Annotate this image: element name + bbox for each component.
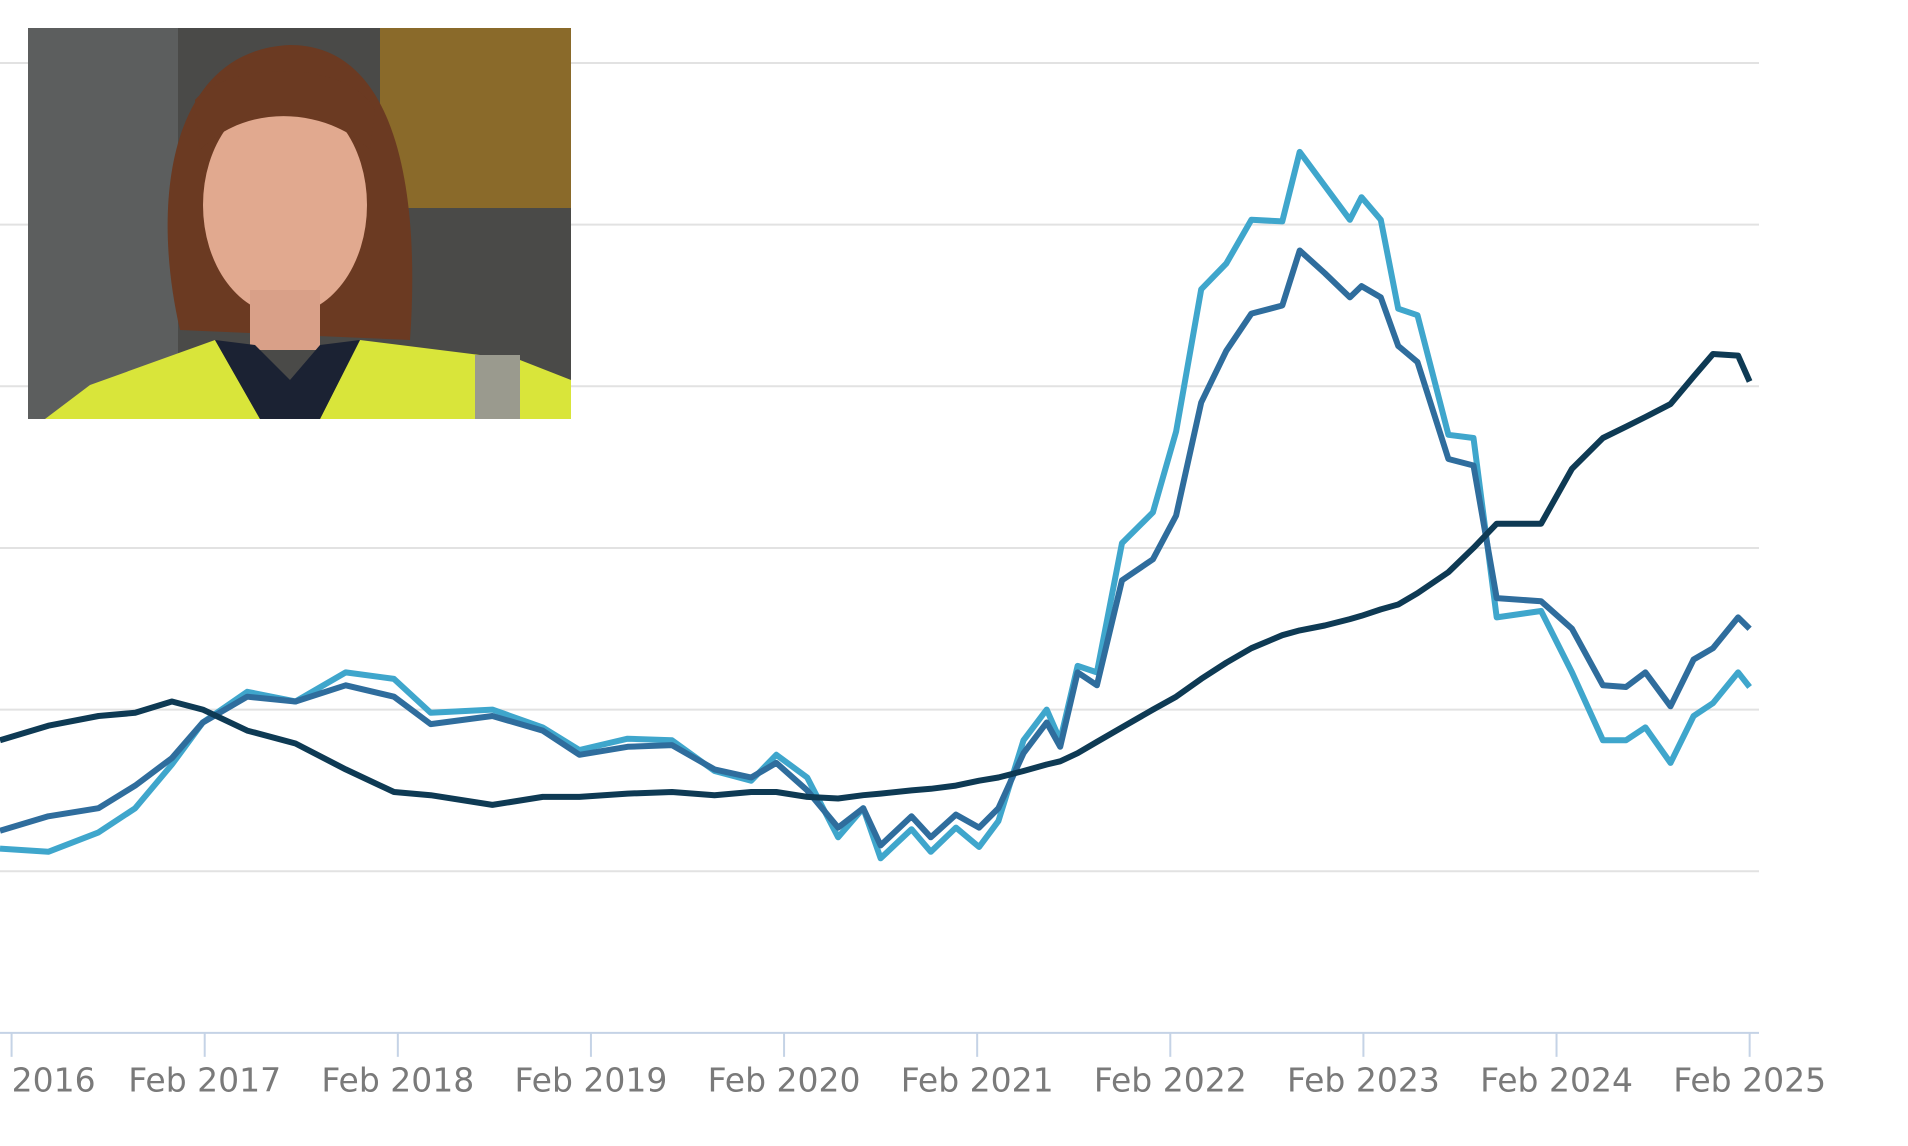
x-tick-label: Feb 2022 bbox=[1094, 1061, 1247, 1100]
photo-wall bbox=[28, 28, 178, 419]
photo-vest-left bbox=[45, 340, 260, 419]
photo-ceiling bbox=[380, 28, 571, 208]
x-tick-label: Feb 2025 bbox=[1673, 1061, 1826, 1100]
x-tick-label: Feb 2018 bbox=[321, 1061, 474, 1100]
x-tick-label: Feb 2017 bbox=[128, 1061, 281, 1100]
x-tick-label: Feb 2023 bbox=[1287, 1061, 1440, 1100]
line-series bbox=[0, 148, 1752, 862]
line-series bbox=[0, 351, 1753, 808]
x-tick-label: Feb 2019 bbox=[514, 1061, 667, 1100]
photo-vest-stripe bbox=[475, 355, 520, 419]
photo-fringe bbox=[195, 71, 375, 150]
line-series bbox=[0, 247, 1752, 849]
x-tick-label: Feb 2020 bbox=[708, 1061, 861, 1100]
photo bbox=[28, 28, 571, 419]
photo-neck bbox=[250, 290, 320, 350]
x-tick-label: Feb 2021 bbox=[901, 1061, 1054, 1100]
photo-top bbox=[215, 340, 360, 419]
photo-face bbox=[203, 95, 367, 315]
x-tick-label: Feb 2024 bbox=[1480, 1061, 1633, 1100]
x-tick-label: 2016 bbox=[12, 1061, 96, 1100]
